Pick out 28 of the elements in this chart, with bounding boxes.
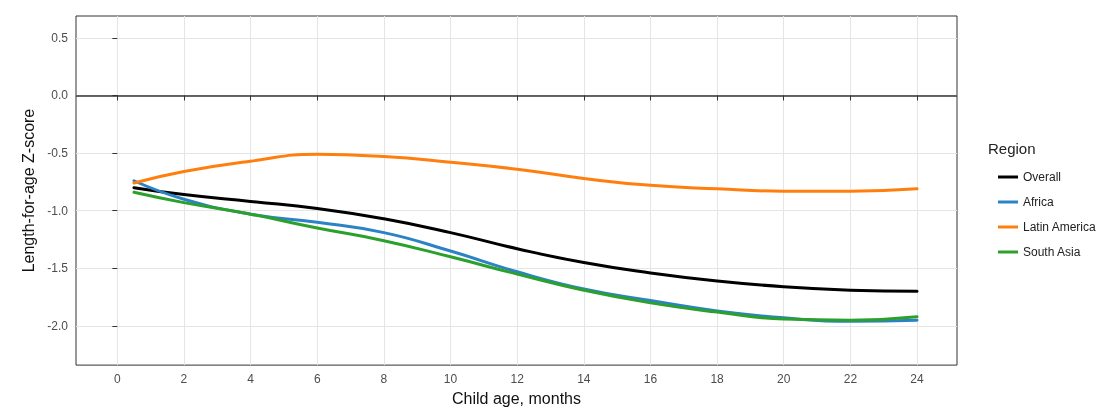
x-tick-label: 6 bbox=[313, 372, 321, 387]
y-tick-label: -1.0 bbox=[47, 203, 69, 218]
y-tick-label: 0.5 bbox=[51, 30, 69, 45]
legend-label: South Asia bbox=[1023, 245, 1081, 259]
legend-label: Africa bbox=[1023, 195, 1054, 209]
x-tick-label: 0 bbox=[113, 372, 121, 387]
legend-label: Overall bbox=[1023, 170, 1062, 184]
x-tick-label: 16 bbox=[643, 372, 658, 387]
y-tick-label: 0.0 bbox=[51, 88, 69, 103]
x-tick-label: 12 bbox=[510, 372, 525, 387]
y-tick-label: -2.0 bbox=[47, 318, 69, 333]
x-tick-label: 20 bbox=[777, 372, 791, 387]
x-tick-label: 2 bbox=[180, 372, 188, 387]
x-axis-title: Child age, months bbox=[452, 389, 581, 407]
x-tick-label: 4 bbox=[247, 372, 255, 387]
x-tick-label: 22 bbox=[843, 372, 858, 387]
y-tick-label: -0.5 bbox=[47, 146, 69, 161]
x-tick-label: 24 bbox=[910, 372, 925, 387]
x-tick-label: 14 bbox=[577, 372, 591, 387]
x-tick-label: 10 bbox=[443, 372, 458, 387]
legend-title: Region bbox=[988, 140, 1036, 157]
x-tick-label: 18 bbox=[710, 372, 725, 387]
y-axis-title: Length-for-age Z-score bbox=[19, 108, 37, 273]
legend-label: Latin America bbox=[1023, 220, 1097, 234]
y-tick-label: -1.5 bbox=[47, 261, 69, 276]
x-tick-label: 8 bbox=[380, 372, 388, 387]
line-series bbox=[132, 186, 919, 293]
line-series bbox=[132, 152, 919, 193]
